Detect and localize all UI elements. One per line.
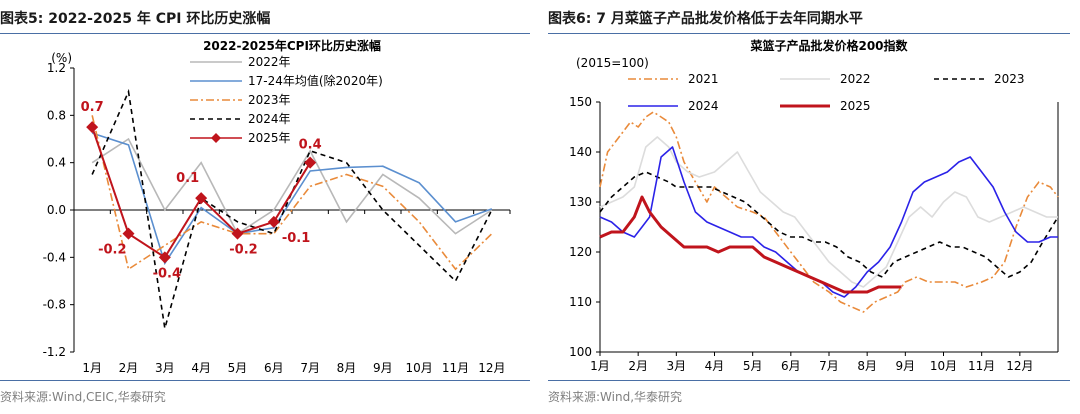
x-tick-label: 8月 — [337, 361, 357, 375]
legend-label: 2024 — [688, 99, 719, 113]
series-line — [91, 88, 493, 329]
basket-source-note: 资料来源:Wind,华泰研究 — [548, 390, 683, 404]
data-point-marker — [158, 251, 171, 264]
y-tick-label: 130 — [569, 195, 592, 209]
x-tick-label: 4月 — [191, 361, 211, 375]
x-tick-label: 2月 — [119, 361, 139, 375]
bottom-rule — [0, 380, 530, 381]
data-point-marker — [122, 227, 135, 240]
series-line — [599, 195, 902, 294]
x-tick-label: 12月 — [1006, 359, 1033, 373]
series-line — [91, 115, 493, 271]
legend-label: 2024年 — [248, 112, 291, 126]
y-tick-label: 0.4 — [47, 156, 66, 170]
y-tick-label: 110 — [569, 295, 592, 309]
x-tick-label: 3月 — [667, 359, 687, 373]
series-line — [91, 137, 493, 235]
legend-label: 2022 — [840, 72, 871, 86]
chart-title: 菜篮子产品批发价格200指数 — [749, 38, 908, 53]
data-point-marker — [267, 215, 280, 228]
data-label: -0.2 — [229, 243, 257, 258]
top-rule — [0, 33, 530, 34]
legend-label: 2023 — [994, 72, 1025, 86]
bottom-rule — [548, 380, 1070, 381]
x-tick-label: 7月 — [300, 361, 320, 375]
data-point-marker — [304, 156, 317, 169]
y-tick-label: 1.2 — [47, 61, 66, 75]
x-tick-label: 8月 — [857, 359, 877, 373]
y-tick-label: 150 — [569, 95, 592, 109]
legend-label: 17-24年均值(除2020年) — [248, 73, 383, 88]
legend-marker — [211, 133, 221, 143]
x-tick-label: 9月 — [373, 361, 393, 375]
x-tick-label: 2月 — [628, 359, 648, 373]
series-line — [91, 132, 493, 266]
legend-label: 2023年 — [248, 93, 291, 107]
cpi-figure-panel: 图表5: 2022-2025 年 CPI 环比历史涨幅 2022-2025年CP… — [0, 11, 530, 404]
x-tick-label: 1月 — [82, 361, 102, 375]
y-tick-label: 120 — [569, 245, 592, 259]
series-line — [599, 171, 1059, 278]
data-point-marker — [231, 227, 244, 240]
top-rule — [548, 33, 1070, 34]
x-tick-label: 7月 — [819, 359, 839, 373]
data-label: 0.1 — [176, 171, 199, 186]
x-tick-label: 9月 — [896, 359, 916, 373]
data-point-marker — [195, 192, 208, 205]
legend-label: 2025 — [840, 99, 871, 113]
data-point-marker — [86, 121, 99, 134]
chart-title: 2022-2025年CPI环比历史涨幅 — [203, 38, 381, 53]
x-tick-label: 10月 — [406, 361, 433, 375]
x-tick-label: 11月 — [968, 359, 995, 373]
y-tick-label: -1.2 — [43, 345, 66, 359]
y-tick-label: 0.8 — [47, 108, 66, 122]
x-tick-label: 3月 — [155, 361, 175, 375]
data-label: -0.4 — [153, 266, 181, 281]
series-line — [599, 136, 1058, 288]
data-label: -0.1 — [282, 231, 310, 246]
cpi-source-note: 资料来源:Wind,CEIC,华泰研究 — [0, 390, 166, 404]
data-label: 0.7 — [81, 100, 104, 115]
data-label: -0.2 — [98, 243, 126, 258]
y-axis-base-label: (2015=100) — [576, 56, 649, 70]
legend-label: 2025年 — [248, 131, 291, 145]
basket-figure-title: 图表6: 7 月菜篮子产品批发价格低于去年同期水平 — [548, 11, 863, 27]
basket-chart: 菜篮子产品批发价格200指数 (2015=100) 150 140 130 120 110 1… — [569, 38, 1059, 373]
x-tick-label: 5月 — [743, 359, 763, 373]
data-label: 0.4 — [299, 138, 322, 153]
x-tick-label: 10月 — [930, 359, 957, 373]
y-tick-label: -0.8 — [43, 298, 66, 312]
y-tick-label: 0.0 — [47, 203, 66, 217]
x-tick-label: 6月 — [781, 359, 801, 373]
x-tick-label: 5月 — [228, 361, 248, 375]
y-tick-label: -0.4 — [43, 250, 66, 264]
y-axis-unit-label: (%) — [51, 51, 72, 65]
series-line — [599, 111, 1059, 313]
x-tick-label: 11月 — [442, 361, 469, 375]
cpi-chart: 2022-2025年CPI环比历史涨幅 (%)1.2 0.8 0.4 0.0 -0.4 -0… — [43, 38, 511, 375]
y-tick-label: 100 — [569, 345, 592, 359]
x-tick-label: 12月 — [478, 361, 505, 375]
x-tick-label: 1月 — [590, 359, 610, 373]
cpi-figure-title: 图表5: 2022-2025 年 CPI 环比历史涨幅 — [0, 11, 271, 27]
x-tick-label: 6月 — [264, 361, 284, 375]
series-line — [599, 146, 1058, 298]
y-tick-label: 140 — [569, 145, 592, 159]
basket-figure-panel: 图表6: 7 月菜篮子产品批发价格低于去年同期水平 菜篮子产品批发价格200指数… — [548, 0, 1080, 414]
legend-label: 2021 — [688, 72, 719, 86]
legend-label: 2022年 — [248, 55, 291, 69]
x-tick-label: 4月 — [705, 359, 725, 373]
